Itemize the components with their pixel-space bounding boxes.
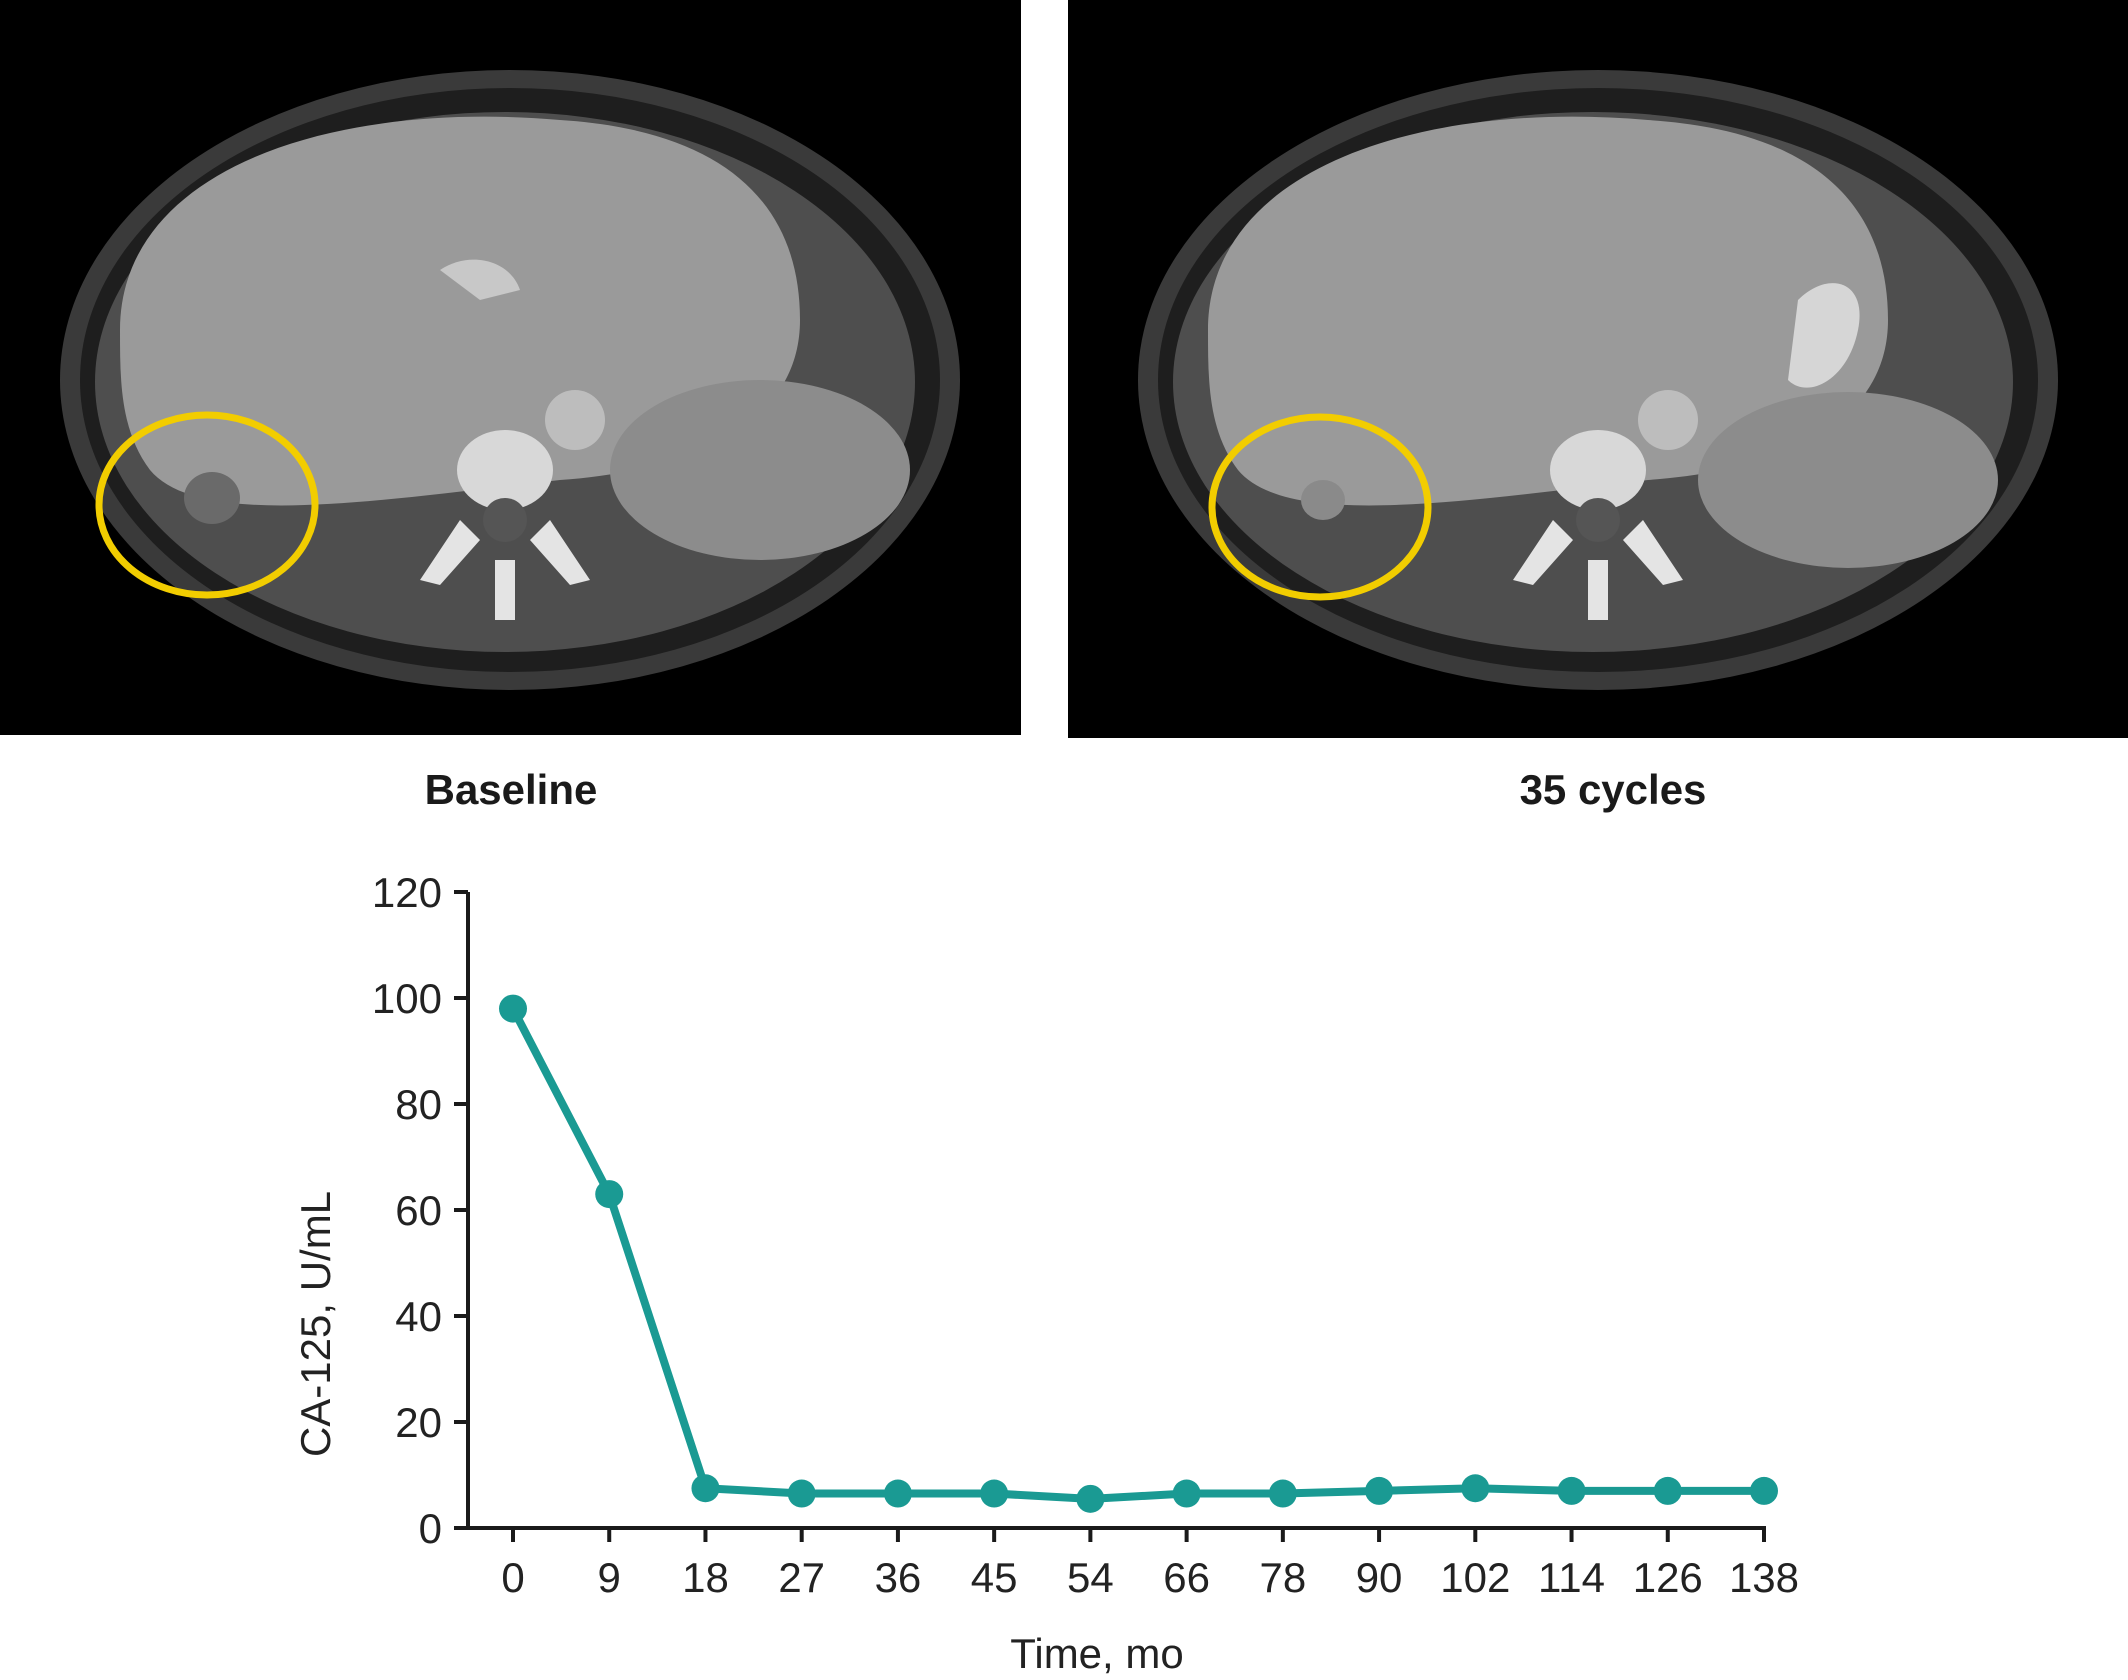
x-tick-label: 9 (598, 1554, 621, 1601)
data-point (1172, 1479, 1201, 1508)
x-tick-label: 36 (875, 1554, 922, 1601)
y-tick-label: 20 (395, 1399, 442, 1446)
data-point (1653, 1476, 1682, 1505)
liver (1208, 116, 1888, 506)
chart-marks (499, 994, 1778, 1513)
lesion-highlight-circle (95, 411, 319, 599)
lesion-highlight-circle (1208, 413, 1432, 601)
data-point (1076, 1484, 1105, 1513)
y-axis-label: CA-125, U/mL (292, 1191, 339, 1457)
ca125-line-chart: 0 20 40 60 80 100 120 0 9 18 27 36 45 54 66 78 90 102 114 1… (292, 869, 1799, 1677)
x-tick-label: 66 (1163, 1554, 1210, 1601)
caption-baseline: Baseline (424, 766, 598, 813)
data-point (980, 1479, 1009, 1508)
data-point (1461, 1474, 1490, 1503)
data-point (595, 1180, 624, 1209)
x-tick-label: 0 (501, 1554, 524, 1601)
data-point (787, 1479, 816, 1508)
x-tick-label: 138 (1729, 1554, 1799, 1601)
x-tick-label: 45 (971, 1554, 1018, 1601)
x-tick-label: 126 (1633, 1554, 1703, 1601)
caption-35-cycles: 35 cycles (1519, 766, 1707, 813)
aorta (1638, 390, 1698, 450)
aorta (545, 390, 605, 450)
y-tick-label: 120 (372, 869, 442, 916)
x-tick-label: 90 (1356, 1554, 1403, 1601)
data-point (499, 994, 527, 1023)
y-tick-label: 40 (395, 1293, 442, 1340)
liver-lesion (184, 472, 240, 524)
y-tick-label: 100 (372, 975, 442, 1022)
x-tick-label: 102 (1440, 1554, 1510, 1601)
x-tick-label: 78 (1259, 1554, 1306, 1601)
ct-scan-baseline-image (0, 0, 1021, 735)
ct-scan-35-cycles-image (1068, 0, 2128, 738)
liver (120, 116, 800, 506)
spleen (1698, 392, 1998, 568)
x-axis-label: Time, mo (1010, 1630, 1183, 1677)
data-point (1750, 1476, 1778, 1505)
ct-scan-baseline (0, 0, 1021, 735)
data-point (1268, 1479, 1297, 1508)
x-tick-label: 18 (682, 1554, 729, 1601)
data-point (1365, 1476, 1394, 1505)
data-point (1557, 1476, 1586, 1505)
spine (1513, 430, 1683, 620)
y-tick-label: 60 (395, 1187, 442, 1234)
series-line (509, 1006, 1764, 1503)
spine (420, 430, 590, 620)
y-tick-label: 0 (419, 1505, 442, 1552)
data-point (883, 1479, 912, 1508)
data-point (691, 1474, 720, 1503)
bowel-contrast (1788, 283, 1860, 388)
chart-axes: 0 20 40 60 80 100 120 0 9 18 27 36 45 54 66 78 90 102 114 1… (372, 869, 1799, 1601)
x-tick-label: 27 (778, 1554, 825, 1601)
y-tick-label: 80 (395, 1081, 442, 1128)
x-tick-label: 54 (1067, 1554, 1114, 1601)
ct-scan-35-cycles (1068, 0, 2128, 738)
liver-lesion (1301, 480, 1345, 520)
x-tick-label: 114 (1538, 1554, 1605, 1601)
spleen (610, 380, 910, 560)
